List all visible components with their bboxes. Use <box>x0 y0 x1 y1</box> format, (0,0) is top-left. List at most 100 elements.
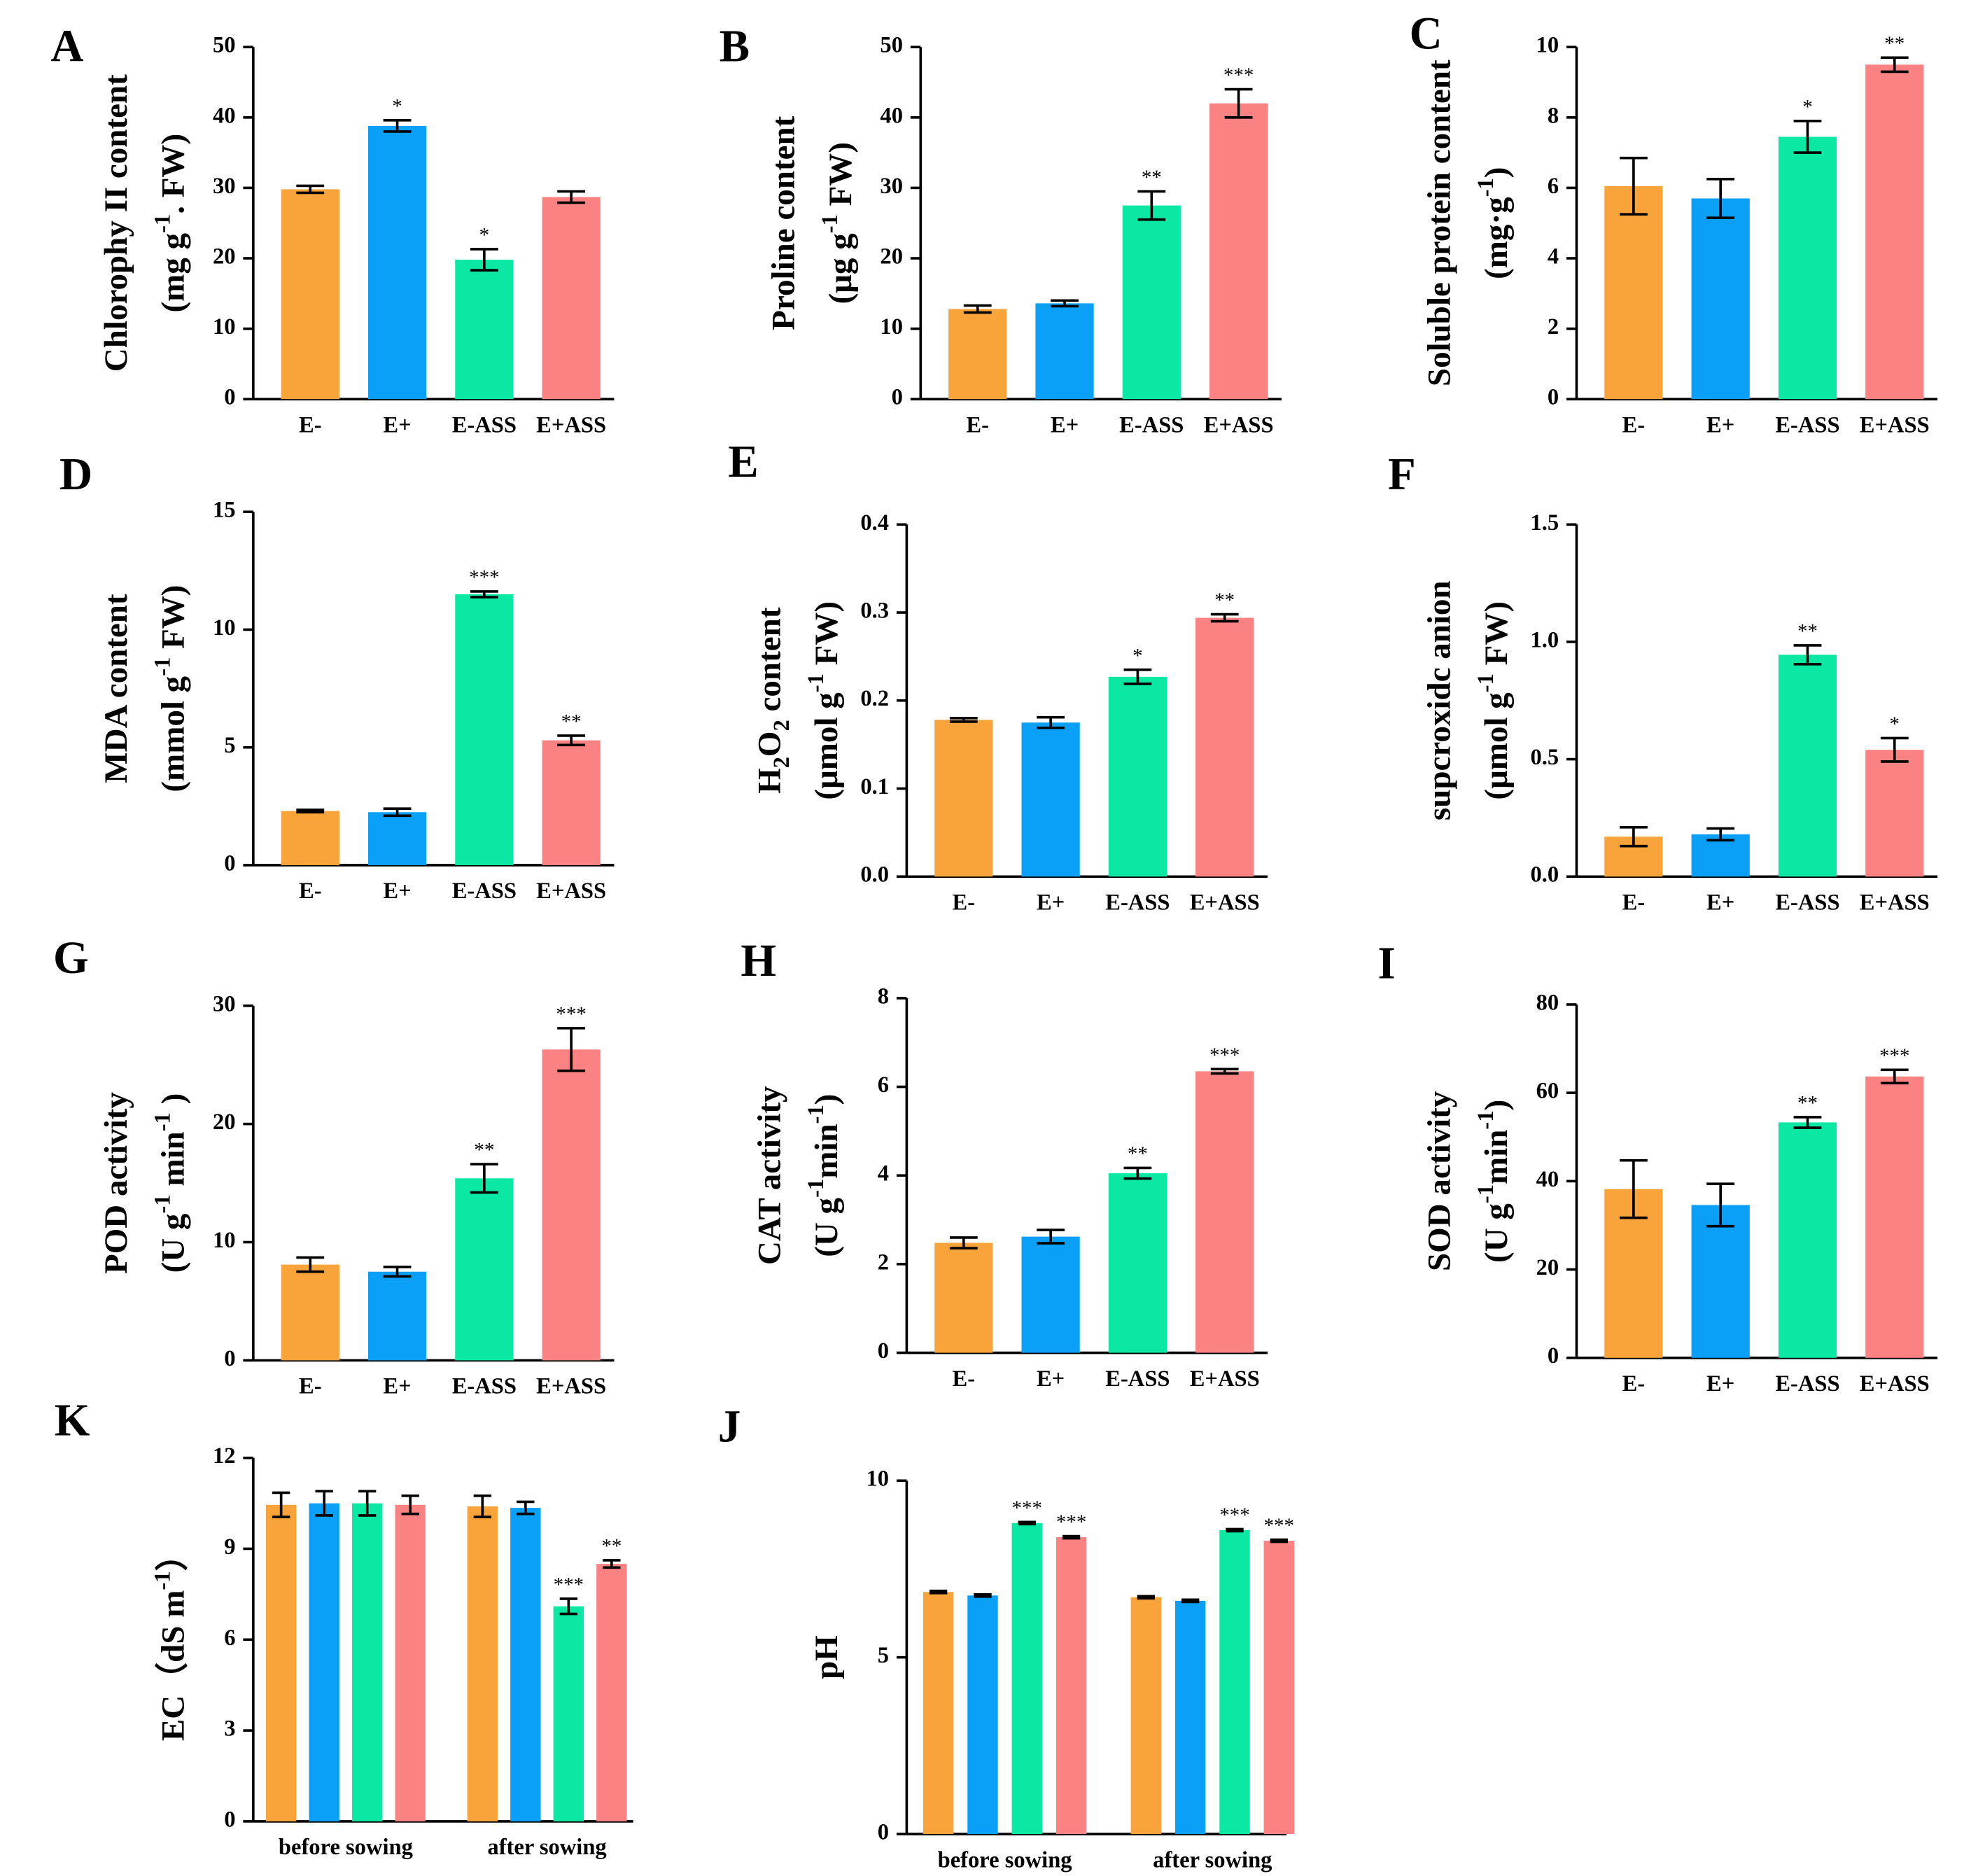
bar <box>1209 103 1268 400</box>
x-tick-label: E+ASS <box>1860 1371 1930 1396</box>
y-axis-label: Chlorophy II content <box>98 74 134 372</box>
y-axis-label-part: -1 <box>1473 1110 1499 1129</box>
error-bar <box>1037 715 1065 729</box>
bar <box>367 812 427 865</box>
error-bar <box>557 734 586 747</box>
significance: *** <box>1879 1045 1909 1068</box>
error-bar <box>929 1589 948 1595</box>
bar <box>1108 1173 1167 1353</box>
x-tick-label: E+ <box>1706 412 1734 438</box>
y-tick-label: 50 <box>213 33 236 58</box>
y-axis-label: H2O2 content <box>751 607 794 794</box>
error-bar <box>949 717 978 723</box>
y-axis-label: (U g-1min-1) <box>1473 1100 1515 1263</box>
x-tick-label: before sowing <box>279 1835 413 1860</box>
y-axis-label-part: -1 <box>1473 178 1499 197</box>
panel-label: J <box>718 1402 741 1452</box>
x-tick-label: E- <box>299 1374 322 1399</box>
significance: * <box>1890 713 1900 736</box>
bar <box>1691 198 1750 400</box>
significance: ** <box>561 710 582 733</box>
significance: ** <box>474 1139 494 1161</box>
bar <box>351 1503 383 1821</box>
panel-label: D <box>59 449 92 500</box>
error-bar <box>1037 1228 1065 1245</box>
y-tick-label: 10 <box>880 314 903 340</box>
y-axis-label: (U g-1 min-1 ) <box>150 1093 191 1273</box>
y-axis-label: (mg g-1. FW) <box>150 134 191 313</box>
y-tick-label: 50 <box>880 33 903 58</box>
y-tick-label: 0.0 <box>860 862 889 888</box>
y-tick-label: 10 <box>213 1228 236 1253</box>
y-axis-label-part: pH <box>808 1635 845 1679</box>
significance: ** <box>1884 32 1905 55</box>
significance: *** <box>556 1003 586 1026</box>
y-axis-label-part: -1 <box>818 214 843 233</box>
panel-label: E <box>728 437 758 487</box>
y-tick-label: 9 <box>224 1534 235 1560</box>
bar <box>455 260 514 400</box>
error-bar <box>1619 1158 1648 1219</box>
y-tick-label: 6 <box>878 1072 889 1098</box>
y-axis-label-part: -1 <box>150 1112 175 1131</box>
bar <box>1108 676 1167 877</box>
significance: *** <box>1264 1515 1294 1537</box>
x-tick-label: E- <box>953 890 976 916</box>
bar <box>1865 64 1924 400</box>
bar <box>1055 1537 1087 1835</box>
y-tick-label: 6 <box>224 1625 235 1651</box>
bar <box>367 1271 427 1361</box>
error-bar <box>383 1266 412 1278</box>
y-tick-label: 15 <box>213 498 236 523</box>
x-tick-label: E+ <box>1706 890 1734 916</box>
error-bar <box>296 1256 325 1273</box>
y-tick-label: 20 <box>1536 1255 1559 1280</box>
bar <box>265 1504 297 1821</box>
error-bar <box>383 119 412 133</box>
significance: *** <box>1209 1044 1240 1066</box>
significance: ** <box>1797 1092 1818 1114</box>
x-tick-label: E+ASS <box>1190 890 1260 916</box>
y-axis-label: (mmol g-1 FW) <box>150 585 191 792</box>
x-tick-label: after sowing <box>1153 1847 1272 1872</box>
y-axis-label-part: ） <box>155 1538 191 1571</box>
bar <box>1691 1205 1750 1358</box>
error-bar <box>557 190 586 204</box>
x-tick-label: E+ASS <box>536 1374 606 1399</box>
significance: *** <box>469 566 499 589</box>
y-axis-label-part: -1 <box>804 1105 829 1124</box>
y-tick-label: 10 <box>1536 33 1559 58</box>
error-bar <box>1270 1538 1288 1544</box>
x-tick-label: E-ASS <box>1775 890 1839 916</box>
bar <box>1778 1122 1837 1358</box>
y-tick-label: 0 <box>224 1807 235 1832</box>
y-tick-label: 8 <box>1548 103 1559 128</box>
y-axis-label-part: FW) <box>822 142 859 214</box>
significance: *** <box>1223 64 1254 87</box>
y-axis-label: POD activity <box>98 1092 134 1274</box>
x-tick-label: E-ASS <box>1775 1371 1839 1396</box>
y-tick-label: 0 <box>878 1338 889 1364</box>
x-tick-label: E+ASS <box>1860 890 1930 916</box>
bar <box>596 1564 627 1821</box>
bar <box>510 1508 541 1821</box>
error-bar <box>358 1490 377 1517</box>
y-axis-label-part: (U g <box>1478 1203 1515 1263</box>
bar <box>281 811 339 865</box>
x-tick-label: E+ASS <box>1204 412 1274 438</box>
error-bar <box>470 248 498 272</box>
y-axis-label-part: (μg g <box>822 233 859 304</box>
x-tick-label: E- <box>953 1366 976 1392</box>
bar <box>1174 1600 1206 1835</box>
x-tick-label: E-ASS <box>452 1374 517 1399</box>
error-bar <box>1793 120 1822 154</box>
bar <box>1263 1541 1295 1835</box>
y-axis-label-part: -1 <box>150 1571 175 1590</box>
bar <box>923 1592 954 1835</box>
y-axis-label-part: FW) <box>808 601 845 673</box>
x-tick-label: E- <box>299 412 322 438</box>
y-tick-label: 0 <box>224 385 235 410</box>
y-axis-label: EC（dS m-1） <box>150 1538 191 1741</box>
error-bar <box>963 304 992 314</box>
